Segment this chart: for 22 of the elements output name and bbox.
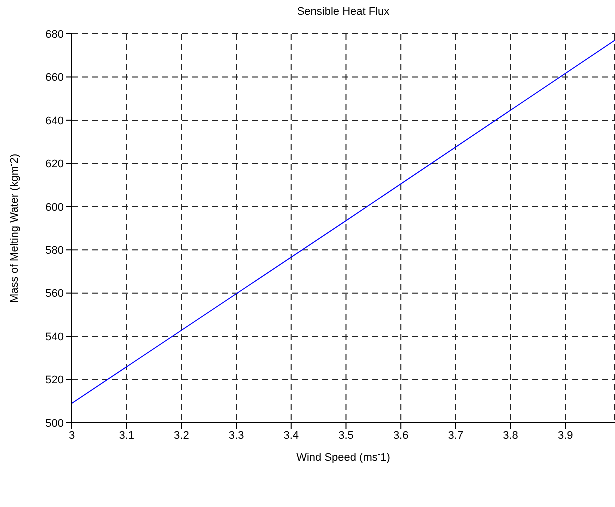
y-tick-label: 560 (46, 288, 64, 300)
y-tick-label: 680 (46, 28, 64, 41)
x-tick-label: 3.6 (393, 430, 409, 442)
y-tick-label: 660 (46, 72, 64, 84)
x-tick-label: 3 (68, 430, 76, 442)
y-tick-label: 640 (46, 115, 64, 128)
x-tick-label: 3.2 (174, 430, 190, 442)
x-tick-label: 3.9 (558, 430, 574, 442)
y-tick-label: 520 (46, 374, 64, 387)
x-tick-label: 3.1 (119, 430, 134, 442)
x-tick-label: 3.8 (503, 430, 518, 442)
y-tick-label: 540 (46, 331, 64, 344)
y-tick-label: 500 (46, 418, 64, 430)
y-tick-label: 620 (46, 158, 64, 171)
x-tick-label: 3.4 (284, 430, 300, 442)
x-tick-label: 3.3 (228, 430, 244, 442)
x-tick-label: 3.7 (448, 430, 464, 442)
y-tick-label: 580 (46, 245, 64, 258)
x-tick-label: 3.5 (338, 430, 354, 442)
x-axis-title: Wind Speed (ms$^{-}$1) (296, 450, 390, 464)
chart-title: Sensible Heat Flux (296, 6, 391, 18)
y-tick-label: 600 (46, 202, 64, 214)
